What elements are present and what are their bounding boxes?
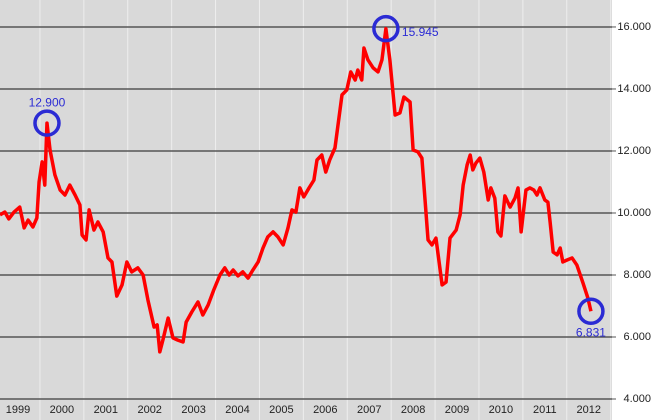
x-tick-label: 2010 — [489, 404, 513, 416]
x-tick-label: 2004 — [225, 404, 249, 416]
x-tick-label: 2006 — [313, 404, 337, 416]
value-label: 6.831 — [576, 325, 606, 339]
x-tick-label: 1999 — [6, 404, 30, 416]
y-tick-label: 14.000 — [617, 83, 651, 95]
y-tick-label: 16.000 — [617, 21, 651, 33]
y-tick-label: 4.000 — [623, 393, 651, 405]
data-line — [0, 26, 593, 354]
y-tick-label: 6.000 — [623, 331, 651, 343]
y-tick-label: 10.000 — [617, 207, 651, 219]
value-label: 12.900 — [29, 95, 66, 109]
x-tick-label: 2007 — [357, 404, 381, 416]
y-tick-label: 8.000 — [623, 269, 651, 281]
plot-background — [0, 0, 612, 420]
x-tick-label: 2009 — [445, 404, 469, 416]
highlight-circle — [33, 109, 61, 137]
x-tick-label: 2005 — [269, 404, 293, 416]
highlight-circle — [372, 14, 400, 43]
y-tick-label: 12.000 — [617, 145, 651, 157]
x-tick-label: 2003 — [181, 404, 205, 416]
x-tick-label: 2002 — [137, 404, 161, 416]
x-tick-label: 2012 — [576, 404, 600, 416]
x-tick-label: 2008 — [401, 404, 425, 416]
x-tick-label: 2011 — [533, 404, 557, 416]
x-tick-label: 2001 — [94, 404, 118, 416]
value-label: 15.945 — [402, 25, 439, 39]
highlight-circle — [577, 297, 605, 325]
x-tick-label: 2000 — [50, 404, 74, 416]
